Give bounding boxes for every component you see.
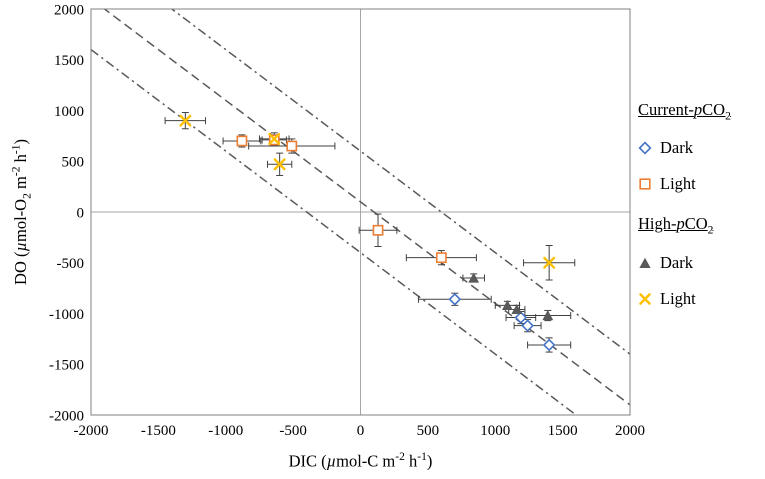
- square-icon: [639, 178, 651, 190]
- x-tick-label: -500: [279, 423, 307, 439]
- y-tick-label: 0: [77, 205, 85, 221]
- point-current-dark: [514, 311, 528, 324]
- legend-group-high: High-pCO2 Dark Light: [638, 214, 731, 308]
- reference-line-dashdot: [91, 49, 578, 415]
- plot-border: [90, 8, 631, 416]
- x-tick-label: 0: [357, 423, 365, 439]
- x-axis-label: DIC (µmol-C m-2 h-1): [288, 451, 433, 471]
- legend-label: Dark: [660, 138, 693, 158]
- y-tick-label: 2000: [54, 2, 84, 18]
- reference-line-dashed: [103, 9, 630, 406]
- x-tick-label: 500: [417, 423, 440, 439]
- legend-item-current-dark: Dark: [638, 138, 731, 158]
- x-tick-label: 1500: [548, 423, 578, 439]
- x-axis-label-text: DIC (: [288, 451, 327, 471]
- y-tick-label: -2000: [49, 408, 84, 424]
- point-high-dark: [542, 310, 554, 321]
- point-current-light: [435, 252, 447, 264]
- x-tick-label: 2000: [615, 423, 645, 439]
- legend: Current-pCO2 Dark Light High-pCO2: [638, 100, 731, 325]
- legend-item-high-light: Light: [638, 289, 731, 309]
- x-tick-label: -1000: [208, 423, 243, 439]
- y-tick-label: -1000: [49, 307, 84, 323]
- point-high-light: [179, 114, 192, 127]
- y-tick-label: -500: [57, 256, 85, 272]
- y-tick-label: -1500: [49, 358, 84, 374]
- reference-line-dashdot: [170, 9, 630, 355]
- diamond-icon: [638, 141, 652, 155]
- legend-heading-current: Current-pCO2: [638, 100, 731, 123]
- point-high-light: [543, 256, 556, 269]
- legend-heading-high: High-pCO2: [638, 214, 714, 237]
- legend-label: Light: [660, 174, 696, 194]
- legend-item-current-light: Light: [638, 174, 731, 194]
- triangle-icon: [639, 257, 651, 268]
- point-current-light: [236, 135, 248, 147]
- y-axis-label-text: DO (: [11, 251, 31, 285]
- point-high-light: [273, 158, 286, 171]
- x-tick-label: -1500: [141, 423, 176, 439]
- point-high-dark: [501, 299, 513, 310]
- x-tick-label: 1000: [480, 423, 510, 439]
- y-axis-label: DO (µmol-O2 m-2 h-1): [10, 139, 34, 285]
- y-tick-label: 1500: [54, 53, 84, 69]
- point-high-dark: [468, 272, 480, 283]
- legend-group-current: Current-pCO2 Dark Light: [638, 100, 731, 194]
- legend-item-high-dark: Dark: [638, 253, 731, 273]
- y-tick-label: 1000: [54, 104, 84, 120]
- point-current-light: [372, 224, 384, 236]
- point-high-light: [268, 132, 281, 145]
- point-current-dark: [448, 292, 462, 306]
- y-tick-label: 500: [62, 155, 85, 171]
- legend-label: Light: [660, 288, 696, 308]
- point-current-dark: [521, 319, 534, 333]
- x-tick-label: -2000: [74, 423, 109, 439]
- point-current-dark: [542, 338, 556, 352]
- point-high-dark: [511, 304, 523, 315]
- legend-label: Dark: [660, 252, 693, 272]
- point-current-light: [286, 140, 298, 152]
- x-mark-icon: [639, 292, 651, 305]
